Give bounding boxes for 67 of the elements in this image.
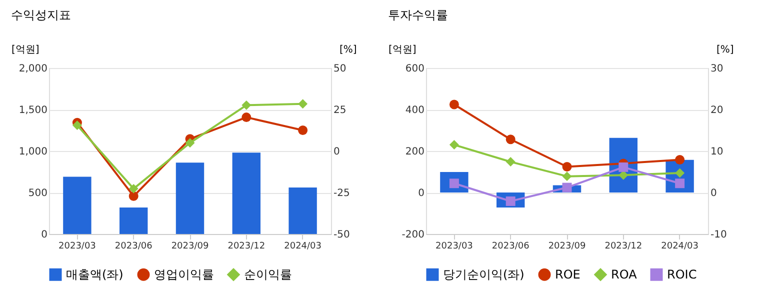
y2-tick-label: 0: [334, 146, 340, 158]
y-tick-label: 600: [405, 64, 424, 74]
point: [618, 170, 628, 180]
y2-axis-title: [%]: [340, 44, 357, 56]
x-tick-label: 2023/09: [171, 242, 209, 252]
y2-tick-label: 0: [710, 188, 717, 199]
y-tick-label: 1,500: [18, 105, 48, 116]
y-tick-label: -200: [402, 230, 424, 240]
legend-label: 매출액(좌): [66, 268, 124, 282]
point: [506, 157, 516, 167]
point: [242, 112, 252, 122]
point: [675, 178, 685, 188]
point: [298, 99, 308, 109]
legend-label: ROE: [555, 268, 580, 282]
y-tick-label: 500: [28, 188, 48, 199]
point: [185, 138, 195, 148]
x-tick-label: 2024/03: [661, 242, 698, 252]
x-tick-label: 2023/12: [604, 242, 642, 252]
x-tick-label: 2024/03: [284, 242, 322, 252]
y-tick-label: 0: [418, 188, 424, 199]
point: [298, 126, 308, 135]
y-axis-title: [억원]: [388, 44, 416, 56]
y2-tick-label: 25: [334, 105, 346, 116]
chart-title: 투자수익률: [388, 8, 448, 22]
y2-tick-label: -10: [710, 230, 727, 240]
point: [562, 172, 572, 182]
point: [506, 134, 516, 144]
point: [449, 100, 459, 110]
y2-axis-title: [%]: [716, 44, 734, 56]
y-tick-label: 2,000: [18, 64, 48, 74]
bar: [232, 152, 260, 234]
chart-title: 수익성지표: [11, 8, 71, 22]
legend-label: 당기순이익(좌): [443, 268, 524, 282]
point: [128, 191, 138, 201]
point: [562, 182, 572, 192]
x-tick-label: 2023/09: [548, 242, 586, 252]
x-tick-label: 2023/03: [58, 242, 96, 252]
bar: [288, 188, 317, 234]
y2-tick-label: 50: [334, 64, 346, 74]
bar: [63, 176, 92, 234]
point: [128, 184, 138, 194]
y2-tick-label: -50: [334, 230, 350, 240]
y2-tick-label: -25: [334, 188, 350, 199]
x-tick-label: 2023/06: [492, 242, 530, 252]
legend-label: 영업이익률: [154, 268, 214, 282]
y-tick-label: 200: [405, 146, 424, 158]
y-tick-label: 400: [405, 105, 424, 116]
bar: [120, 207, 148, 234]
bar: [176, 162, 204, 234]
legend-label: 순이익률: [244, 268, 292, 282]
y2-tick-label: 30: [710, 64, 724, 74]
point: [675, 154, 685, 164]
point: [242, 100, 252, 110]
y-axis-title: [억원]: [12, 44, 40, 56]
y-tick-label: 1,000: [18, 146, 48, 158]
point: [72, 120, 82, 130]
y2-tick-label: 20: [710, 105, 724, 116]
y2-tick-label: 10: [710, 146, 724, 158]
y-tick-label: 0: [41, 230, 48, 240]
legend-label: ROA: [611, 268, 638, 282]
legend-label: ROIC: [667, 268, 697, 282]
x-tick-label: 2023/06: [114, 242, 153, 252]
point: [562, 162, 572, 172]
x-tick-label: 2023/12: [228, 242, 266, 252]
point: [449, 140, 459, 150]
x-tick-label: 2023/03: [436, 242, 473, 252]
point: [618, 162, 628, 172]
